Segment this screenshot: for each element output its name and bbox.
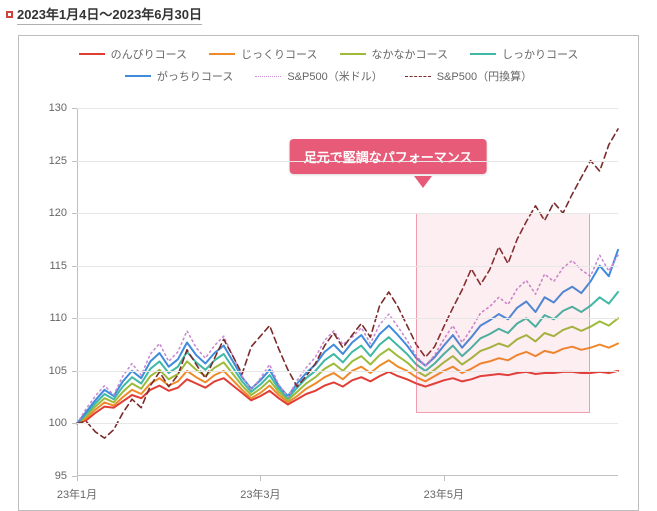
legend-swatch-icon [470, 53, 496, 55]
legend-label: S&P500（円換算） [437, 68, 532, 84]
y-tick-label: 95 [55, 470, 67, 482]
chart-frame: のんびりコース じっくりコース なかなかコース しっかりコースがっちりコース S&P50… [18, 35, 639, 511]
legend-item-jikkuri: じっくりコース [209, 46, 317, 62]
gridline [77, 108, 618, 109]
callout: 足元で堅調なパフォーマンス [290, 139, 487, 174]
legend-label: じっくりコース [241, 46, 317, 62]
legend-label: しっかりコース [502, 46, 578, 62]
y-tick-label: 110 [49, 312, 67, 324]
legend-label: がっちりコース [157, 68, 233, 84]
y-tick-label: 115 [49, 260, 67, 272]
legend-item-gacchiri: がっちりコース [125, 68, 233, 84]
legend-label: なかなかコース [372, 46, 448, 62]
gridline [77, 371, 618, 372]
highlight-region [416, 213, 590, 413]
legend-label: のんびりコース [111, 46, 187, 62]
gridline [77, 213, 618, 214]
x-tick [77, 476, 78, 481]
plot-area: 足元で堅調なパフォーマンス 9510010511011512012513023年… [77, 108, 618, 476]
page-title: 2023年1月4日～2023年6月30日 [0, 0, 657, 25]
legend-item-nakanaka: なかなかコース [340, 46, 448, 62]
legend-swatch-icon [255, 76, 281, 77]
legend-item-nonbiri: のんびりコース [79, 46, 187, 62]
callout-text: 足元で堅調なパフォーマンス [304, 150, 473, 165]
y-tick-label: 120 [49, 207, 67, 219]
title-text: 2023年1月4日～2023年6月30日 [17, 7, 202, 25]
x-tick [444, 476, 445, 481]
legend-swatch-icon [125, 75, 151, 77]
title-marker-icon [6, 11, 13, 18]
gridline [77, 161, 618, 162]
y-tick [72, 213, 77, 214]
legend-item-sp500_usd: S&P500（米ドル） [255, 68, 382, 84]
callout-tail-icon [414, 176, 432, 188]
y-tick [72, 423, 77, 424]
legend-swatch-icon [340, 53, 366, 55]
y-tick-label: 125 [49, 155, 67, 167]
y-tick [72, 108, 77, 109]
x-tick-label: 23年3月 [240, 486, 280, 502]
x-tick [260, 476, 261, 481]
legend-swatch-icon [405, 76, 431, 77]
x-tick-label: 23年1月 [57, 486, 97, 502]
legend-item-shikkari: しっかりコース [470, 46, 578, 62]
gridline [77, 266, 618, 267]
y-tick-label: 130 [49, 102, 67, 114]
y-tick [72, 371, 77, 372]
gridline [77, 423, 618, 424]
y-tick [72, 266, 77, 267]
legend-swatch-icon [209, 53, 235, 55]
y-tick [72, 161, 77, 162]
legend-swatch-icon [79, 53, 105, 55]
legend: のんびりコース じっくりコース なかなかコース しっかりコースがっちりコース S&P50… [19, 46, 638, 84]
y-tick [72, 318, 77, 319]
legend-item-sp500_jpy: S&P500（円換算） [405, 68, 532, 84]
x-tick-label: 23年5月 [424, 486, 464, 502]
gridline [77, 318, 618, 319]
y-tick-label: 100 [49, 417, 67, 429]
y-tick-label: 105 [49, 365, 67, 377]
legend-label: S&P500（米ドル） [287, 68, 382, 84]
